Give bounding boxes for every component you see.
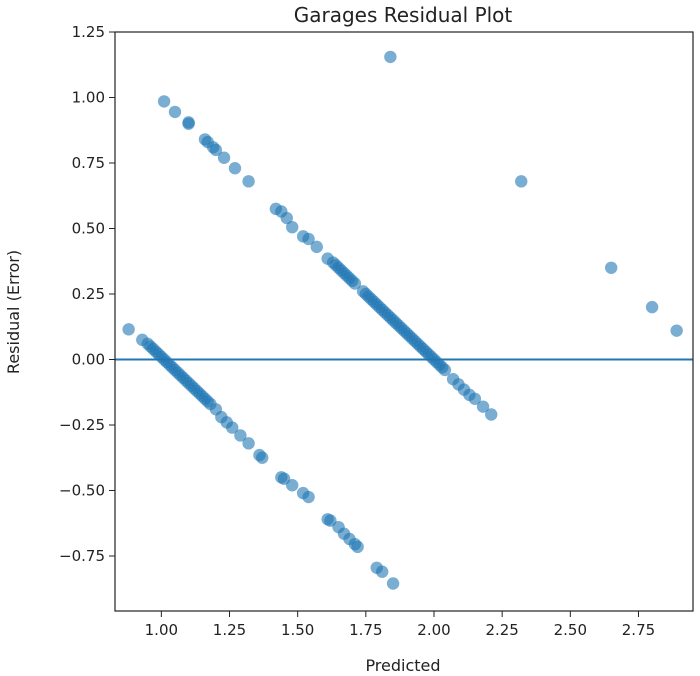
data-point [242, 437, 255, 450]
data-point [386, 577, 400, 590]
data-point [280, 211, 293, 225]
chart-title: Garages Residual Plot [294, 3, 513, 27]
data-point [302, 490, 315, 504]
x-tick-label: 2.75 [622, 621, 655, 639]
x-tick-label: 1.00 [145, 621, 178, 639]
y-tick-label: 0.00 [72, 350, 105, 368]
data-point [122, 323, 135, 336]
data-point [645, 300, 659, 314]
data-point [168, 105, 182, 119]
y-tick-label: 0.50 [72, 219, 105, 237]
x-axis-label: Predicted [365, 656, 440, 675]
y-tick-label: −0.50 [59, 481, 105, 499]
y-tick-label: 0.75 [72, 154, 105, 172]
x-tick-label: 2.00 [417, 621, 450, 639]
data-point [209, 143, 223, 157]
x-axis-ticks: 1.00 1.25 1.50 1.75 2.00 2.25 2.50 2.75 [145, 611, 655, 639]
data-point [256, 451, 269, 464]
y-axis-ticks: 1.25 1.00 0.75 0.50 0.25 0.00 −0.25 −0.50 −0.75 [59, 23, 115, 565]
x-tick-label: 1.75 [349, 621, 382, 639]
data-point [515, 175, 528, 188]
x-tick-label: 2.50 [554, 621, 587, 639]
y-tick-label: 0.25 [72, 285, 105, 303]
y-tick-label: −0.75 [59, 547, 105, 565]
y-tick-label: −0.25 [59, 416, 105, 434]
data-point [605, 261, 618, 274]
data-point [670, 324, 683, 337]
data-point [157, 95, 171, 108]
y-axis-label: Residual (Error) [4, 250, 23, 374]
data-point [485, 408, 498, 421]
data-point [438, 363, 452, 377]
data-point [351, 540, 364, 554]
x-tick-label: 2.25 [485, 621, 518, 639]
data-point [310, 240, 323, 254]
data-point [286, 220, 299, 234]
data-point [182, 117, 195, 130]
y-tick-label: 1.00 [72, 88, 105, 106]
plot-area-frame [114, 31, 694, 612]
x-tick-label: 1.50 [281, 621, 314, 639]
data-point [468, 392, 482, 405]
data-point [476, 400, 490, 413]
data-point [286, 479, 299, 492]
data-point [234, 429, 247, 442]
data-point [348, 277, 362, 290]
data-point [375, 565, 389, 578]
data-point [217, 151, 231, 164]
data-point [226, 421, 239, 434]
data-point [302, 232, 315, 246]
y-tick-label: 1.25 [72, 23, 105, 41]
data-point [384, 50, 397, 64]
x-tick-label: 1.25 [213, 621, 246, 639]
data-point [228, 162, 242, 175]
points-layer [122, 50, 683, 590]
data-point [242, 175, 255, 188]
